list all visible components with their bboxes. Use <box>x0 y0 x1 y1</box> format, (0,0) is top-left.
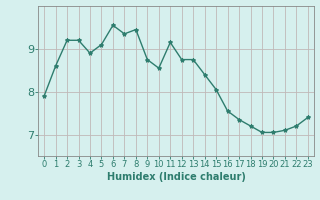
X-axis label: Humidex (Indice chaleur): Humidex (Indice chaleur) <box>107 172 245 182</box>
